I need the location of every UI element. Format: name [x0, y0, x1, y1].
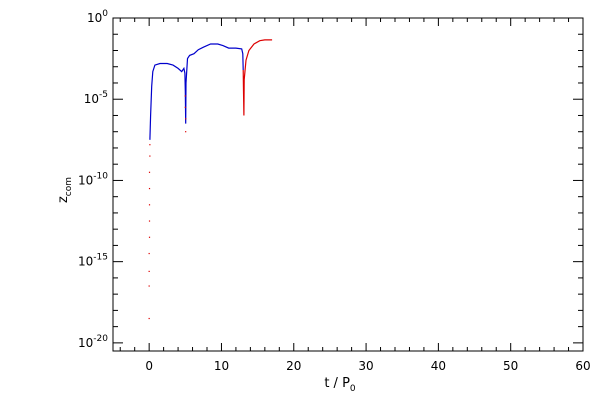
series-dot-red — [148, 204, 151, 206]
y-tick-label: 10-15 — [78, 253, 108, 269]
series-dot-red — [185, 131, 187, 133]
y-tick-label: 100 — [87, 9, 108, 25]
axis-ticks — [113, 17, 584, 351]
series-dot-red — [185, 118, 187, 120]
series-dot-red — [149, 144, 151, 146]
series-dot-red — [148, 285, 150, 287]
series-line-red — [242, 39, 273, 116]
series-dot-red — [148, 317, 150, 320]
series-dot-red — [149, 155, 151, 157]
series-dot-red — [148, 220, 151, 222]
y-tick-label: 10-5 — [84, 90, 108, 106]
x-tick-label: 60 — [575, 359, 590, 373]
plot-frame — [112, 17, 584, 352]
series-dot-red — [184, 106, 186, 108]
x-tick-label: 40 — [431, 359, 446, 373]
series-dot-red — [148, 187, 151, 190]
x-tick-label: 50 — [503, 359, 518, 373]
series-dot-red — [148, 270, 150, 273]
y-tick-label: 10-20 — [78, 334, 108, 350]
series-dot-red — [148, 171, 151, 173]
x-tick-label: 20 — [286, 359, 301, 373]
series-dot-red — [148, 252, 150, 255]
x-tick-label: 30 — [358, 359, 373, 373]
series-line-blue — [149, 43, 244, 140]
x-axis-label-subscript: 0 — [350, 384, 356, 394]
y-axis-label-subscript: com — [64, 177, 74, 196]
x-tick-label: 0 — [145, 359, 153, 373]
series-layer — [148, 39, 273, 320]
y-axis-label: zcom — [56, 177, 74, 203]
series-dot-red — [148, 236, 151, 238]
x-tick-label: 10 — [214, 359, 229, 373]
tick-labels: 0 10 20 30 40 50 60 10-20 10-15 10-10 10-5 100 — [78, 9, 591, 373]
y-tick-label: 10-10 — [78, 171, 108, 187]
x-axis-label: t / P0 — [324, 376, 356, 394]
series-dot-red — [184, 95, 186, 97]
